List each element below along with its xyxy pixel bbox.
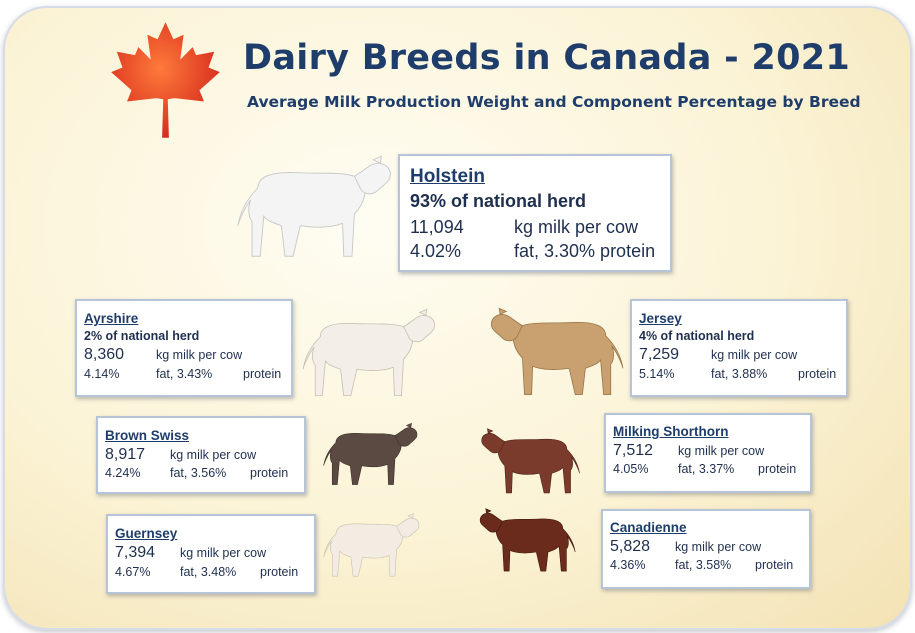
milking-shorthorn-card: Milking Shorthorn 7,512 kg milk per cow … — [604, 413, 812, 493]
ayrshire-cow-icon — [302, 308, 436, 397]
jersey-fat-protein: fat, 3.88% — [711, 367, 768, 381]
guernsey-milk-unit: kg milk per cow — [180, 546, 267, 560]
page-title: Dairy Breeds in Canada - 2021 — [243, 38, 851, 78]
holstein-cow-icon — [237, 155, 391, 257]
holstein-milk-unit: kg milk per cow — [514, 217, 639, 237]
page-subtitle: Average Milk Production Weight and Compo… — [247, 93, 861, 111]
guernsey-fat-protein: fat, 3.48% — [180, 565, 237, 579]
canadienne-milk-unit: kg milk per cow — [675, 540, 762, 554]
milking-shorthorn-fat-protein: fat, 3.37% — [678, 462, 735, 476]
jersey-cow-icon — [490, 307, 624, 396]
brown-swiss-milk-value: 8,917 — [105, 446, 146, 463]
holstein-fat-pct: 4.02% — [410, 241, 462, 261]
brown-swiss-name: Brown Swiss — [105, 428, 190, 443]
milking-shorthorn-cow-icon — [481, 428, 580, 494]
canadienne-name: Canadienne — [610, 520, 687, 535]
canadienne-card: Canadienne 5,828 kg milk per cow 4.36% f… — [601, 509, 811, 589]
canadienne-milk-value: 5,828 — [610, 538, 651, 555]
holstein-card: Holstein 93% of national herd 11,094 kg … — [398, 154, 672, 272]
maple-leaf-icon — [111, 22, 220, 138]
brown-swiss-protein-label: protein — [250, 466, 289, 480]
jersey-milk-value: 7,259 — [639, 346, 680, 363]
milking-shorthorn-fat-pct: 4.05% — [613, 462, 649, 476]
guernsey-protein-label: protein — [260, 565, 299, 579]
ayrshire-fat-protein: fat, 3.43% — [156, 367, 213, 381]
holstein-name: Holstein — [410, 166, 485, 187]
holstein-components: fat, 3.30% protein — [514, 241, 656, 261]
ayrshire-card: Ayrshire 2% of national herd 8,360 kg mi… — [75, 299, 293, 397]
guernsey-fat-pct: 4.67% — [115, 565, 151, 579]
milking-shorthorn-protein-label: protein — [758, 462, 797, 476]
milking-shorthorn-name: Milking Shorthorn — [613, 424, 729, 439]
brown-swiss-fat-pct: 4.24% — [105, 466, 141, 480]
ayrshire-herd-share: 2% of national herd — [84, 329, 200, 343]
brown-swiss-cow-icon — [323, 422, 418, 485]
canadienne-protein-label: protein — [755, 558, 794, 572]
brown-swiss-card: Brown Swiss 8,917 kg milk per cow 4.24% … — [96, 416, 306, 494]
holstein-milk-value: 11,094 — [410, 217, 464, 237]
ayrshire-milk-value: 8,360 — [84, 346, 125, 363]
milking-shorthorn-milk-value: 7,512 — [613, 442, 654, 459]
milking-shorthorn-milk-unit: kg milk per cow — [678, 444, 765, 458]
guernsey-cow-icon — [323, 513, 420, 577]
ayrshire-fat-pct: 4.14% — [84, 367, 120, 381]
jersey-milk-unit: kg milk per cow — [711, 348, 798, 362]
jersey-protein-label: protein — [798, 367, 837, 381]
canadienne-fat-protein: fat, 3.58% — [675, 558, 732, 572]
jersey-fat-pct: 5.14% — [639, 367, 675, 381]
guernsey-milk-value: 7,394 — [115, 544, 156, 561]
holstein-herd-share: 93% of national herd — [410, 191, 587, 211]
ayrshire-name: Ayrshire — [84, 311, 139, 326]
canadienne-cow-icon — [479, 508, 576, 572]
guernsey-card: Guernsey 7,394 kg milk per cow 4.67% fat… — [106, 514, 316, 594]
brown-swiss-milk-unit: kg milk per cow — [170, 448, 257, 462]
guernsey-name: Guernsey — [115, 526, 178, 541]
brown-swiss-fat-protein: fat, 3.56% — [170, 466, 227, 480]
canadienne-fat-pct: 4.36% — [610, 558, 646, 572]
ayrshire-milk-unit: kg milk per cow — [156, 348, 243, 362]
jersey-herd-share: 4% of national herd — [639, 329, 755, 343]
ayrshire-protein-label: protein — [243, 367, 282, 381]
jersey-card: Jersey 4% of national herd 7,259 kg milk… — [630, 299, 848, 397]
jersey-name: Jersey — [639, 311, 682, 326]
